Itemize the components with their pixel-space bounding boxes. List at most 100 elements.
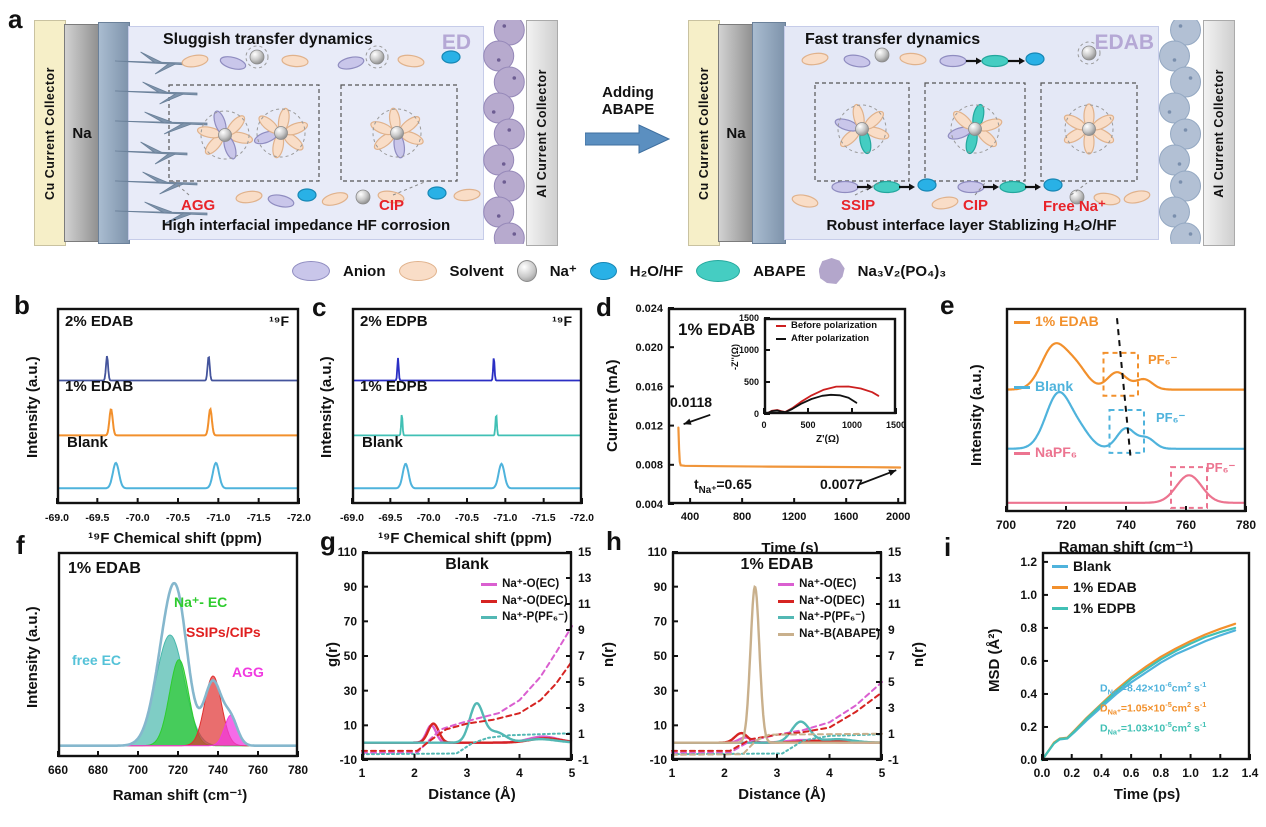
svg-text:-71.5: -71.5 bbox=[247, 512, 271, 524]
svg-text:2: 2 bbox=[721, 766, 728, 780]
svg-text:3: 3 bbox=[464, 766, 471, 780]
svg-text:0.012: 0.012 bbox=[635, 420, 663, 432]
panel-e-trace1-dash-icon bbox=[1014, 320, 1030, 324]
svg-text:1500: 1500 bbox=[739, 313, 759, 323]
nvp-swatch-icon bbox=[818, 258, 845, 284]
svg-text:7: 7 bbox=[888, 649, 895, 663]
svg-text:-10: -10 bbox=[340, 753, 358, 767]
left-scene-bottom-text: High interfacial impedance HF corrosion bbox=[161, 217, 451, 234]
panel-i-letter: i bbox=[944, 532, 952, 562]
panel-i-diffusivity-edab: DNa⁺=1.05×10-5cm2 s-1 bbox=[1100, 700, 1207, 717]
panel-f-free-ec-label: free EC bbox=[72, 652, 122, 668]
svg-text:-10: -10 bbox=[650, 753, 668, 767]
svg-text:11: 11 bbox=[888, 597, 901, 611]
svg-text:1200: 1200 bbox=[782, 511, 806, 523]
svg-text:1: 1 bbox=[578, 727, 585, 741]
panel-f-sample-label: 1% EDAB bbox=[68, 560, 141, 577]
svg-text:1600: 1600 bbox=[834, 511, 858, 523]
svg-text:70: 70 bbox=[344, 615, 358, 629]
water-hf-swatch-icon bbox=[589, 262, 617, 280]
na-anode-right: Na bbox=[718, 24, 754, 242]
svg-text:15: 15 bbox=[888, 545, 902, 559]
al-current-collector-left: Al Current Collector bbox=[526, 20, 558, 246]
panel-c-letter: c bbox=[312, 292, 327, 322]
panel-h-xlabel: Distance (Å) bbox=[738, 786, 826, 803]
nvp-legend-label: Na₃V₂(PO₄)₃ bbox=[857, 262, 947, 280]
panel-i-diffusivity-blank: DNa⁺=8.42×10-6cm2 s-1 bbox=[1100, 680, 1207, 697]
panel-c-trace1-label: 2% EDPB bbox=[360, 313, 428, 330]
panel-e-pf6-label-edab: PF₆⁻ bbox=[1148, 352, 1178, 367]
svg-text:5: 5 bbox=[879, 766, 886, 780]
svg-text:1000: 1000 bbox=[842, 420, 862, 430]
right-scene-bottom-text: Robust interface layer Stablizing H₂O/HF bbox=[826, 217, 1117, 234]
panel-c-trace2-label: 1% EDPB bbox=[360, 378, 428, 395]
panel-f-na-ec-label: Na⁺- EC bbox=[174, 594, 228, 610]
panel-b-nucleus-label: ¹⁹F bbox=[269, 313, 289, 329]
svg-text:0.4: 0.4 bbox=[1020, 687, 1037, 701]
panel-i-xlabel: Time (ps) bbox=[1113, 786, 1181, 803]
na-ion-legend-label: Na⁺ bbox=[549, 263, 577, 280]
panel-e-pf6-label-napf6: PF₆⁻ bbox=[1206, 460, 1236, 475]
panel-e-plot: 1% EDAB PF₆⁻ Blank PF₆⁻ NaPF₆ PF₆⁻ 700 72… bbox=[996, 307, 1256, 532]
al-current-collector-left-label: Al Current Collector bbox=[535, 68, 549, 198]
cip-label-left: CIP bbox=[379, 197, 405, 214]
adding-abape-block: Adding ABAPE bbox=[572, 84, 684, 159]
panel-e-trace1-label: 1% EDAB bbox=[1014, 313, 1099, 329]
panel-d-plot: 1% EDAB 0.0118 tNa⁺=0.65 0.0077 Before p… bbox=[635, 303, 910, 523]
svg-text:9: 9 bbox=[578, 623, 585, 637]
panel-c-trace3-label: Blank bbox=[362, 434, 403, 451]
panel-d-inset-plot: Before polarization After polarization -Z… bbox=[730, 313, 906, 445]
svg-text:9: 9 bbox=[888, 623, 895, 637]
svg-text:13: 13 bbox=[578, 571, 592, 585]
panel-f-plot: 1% EDAB free EC Na⁺- EC SSIPs/CIPs AGG 6… bbox=[48, 551, 308, 777]
electrolyte-scene-ed: Sluggish transfer dynamics ED AGG CIP Hi… bbox=[114, 26, 484, 240]
svg-text:0.6: 0.6 bbox=[1020, 654, 1037, 668]
svg-text:-71.5: -71.5 bbox=[532, 512, 556, 524]
panel-h-letter: h bbox=[606, 526, 622, 556]
panel-h-legend: Na⁺-O(EC) Na⁺-O(DEC) Na⁺-P(PF₆⁻) Na⁺-B(ABAP… bbox=[778, 576, 880, 643]
svg-text:500: 500 bbox=[800, 420, 815, 430]
svg-text:30: 30 bbox=[654, 684, 668, 698]
anion-swatch-icon bbox=[292, 261, 330, 281]
svg-text:700: 700 bbox=[128, 763, 148, 777]
svg-text:760: 760 bbox=[1176, 518, 1196, 532]
panel-h-title: 1% EDAB bbox=[740, 556, 814, 573]
svg-text:-69.0: -69.0 bbox=[45, 512, 69, 524]
svg-text:0: 0 bbox=[754, 409, 759, 419]
panel-c-ylabel: Intensity (a.u.) bbox=[318, 356, 335, 458]
panel-f-ylabel: Intensity (a.u.) bbox=[24, 606, 41, 709]
svg-text:-71.0: -71.0 bbox=[206, 512, 230, 524]
na-surface-layer-right bbox=[752, 22, 786, 244]
free-na-label: Free Na⁺ bbox=[1043, 198, 1106, 215]
abape-swatch-icon bbox=[696, 260, 741, 282]
svg-text:0.4: 0.4 bbox=[1093, 766, 1110, 780]
svg-text:1.0: 1.0 bbox=[1020, 588, 1037, 602]
panel-e-pf6-label-blank: PF₆⁻ bbox=[1156, 410, 1186, 425]
panel-h-plot: 1% EDAB Na⁺-O(EC) Na⁺-O(DEC) Na⁺-P(PF₆⁻) Na… bbox=[648, 545, 902, 780]
na-anode-left: Na bbox=[64, 24, 100, 242]
panel-g-ylabel: g(r) bbox=[324, 642, 341, 668]
svg-text:1500: 1500 bbox=[886, 420, 906, 430]
svg-text:3: 3 bbox=[578, 701, 585, 715]
panel-b-ylabel: Intensity (a.u.) bbox=[24, 356, 41, 458]
panel-i-diffusivity-edpb: DNa⁺=1.03×10-5cm2 s-1 bbox=[1100, 720, 1207, 737]
svg-text:400: 400 bbox=[681, 511, 699, 523]
svg-text:90: 90 bbox=[654, 580, 668, 594]
svg-text:50: 50 bbox=[344, 649, 358, 663]
panel-d-sample-label: 1% EDAB bbox=[678, 320, 756, 339]
panel-i-legend: Blank 1% EDAB 1% EDPB bbox=[1052, 556, 1137, 619]
panel-c-nucleus-label: ¹⁹F bbox=[552, 313, 572, 329]
solvent-swatch-icon bbox=[398, 261, 437, 281]
svg-text:500: 500 bbox=[744, 377, 759, 387]
svg-text:110: 110 bbox=[338, 545, 358, 559]
svg-text:0.2: 0.2 bbox=[1020, 720, 1037, 734]
panel-b-trace1-label: 2% EDAB bbox=[65, 313, 134, 330]
svg-text:11: 11 bbox=[578, 597, 591, 611]
agg-label: AGG bbox=[181, 197, 216, 214]
cu-current-collector-left-label: Cu Current Collector bbox=[43, 66, 57, 200]
panel-g-title: Blank bbox=[445, 556, 489, 573]
svg-text:740: 740 bbox=[1116, 518, 1136, 532]
panel-e-letter: e bbox=[940, 290, 955, 320]
svg-text:-1: -1 bbox=[888, 753, 899, 767]
